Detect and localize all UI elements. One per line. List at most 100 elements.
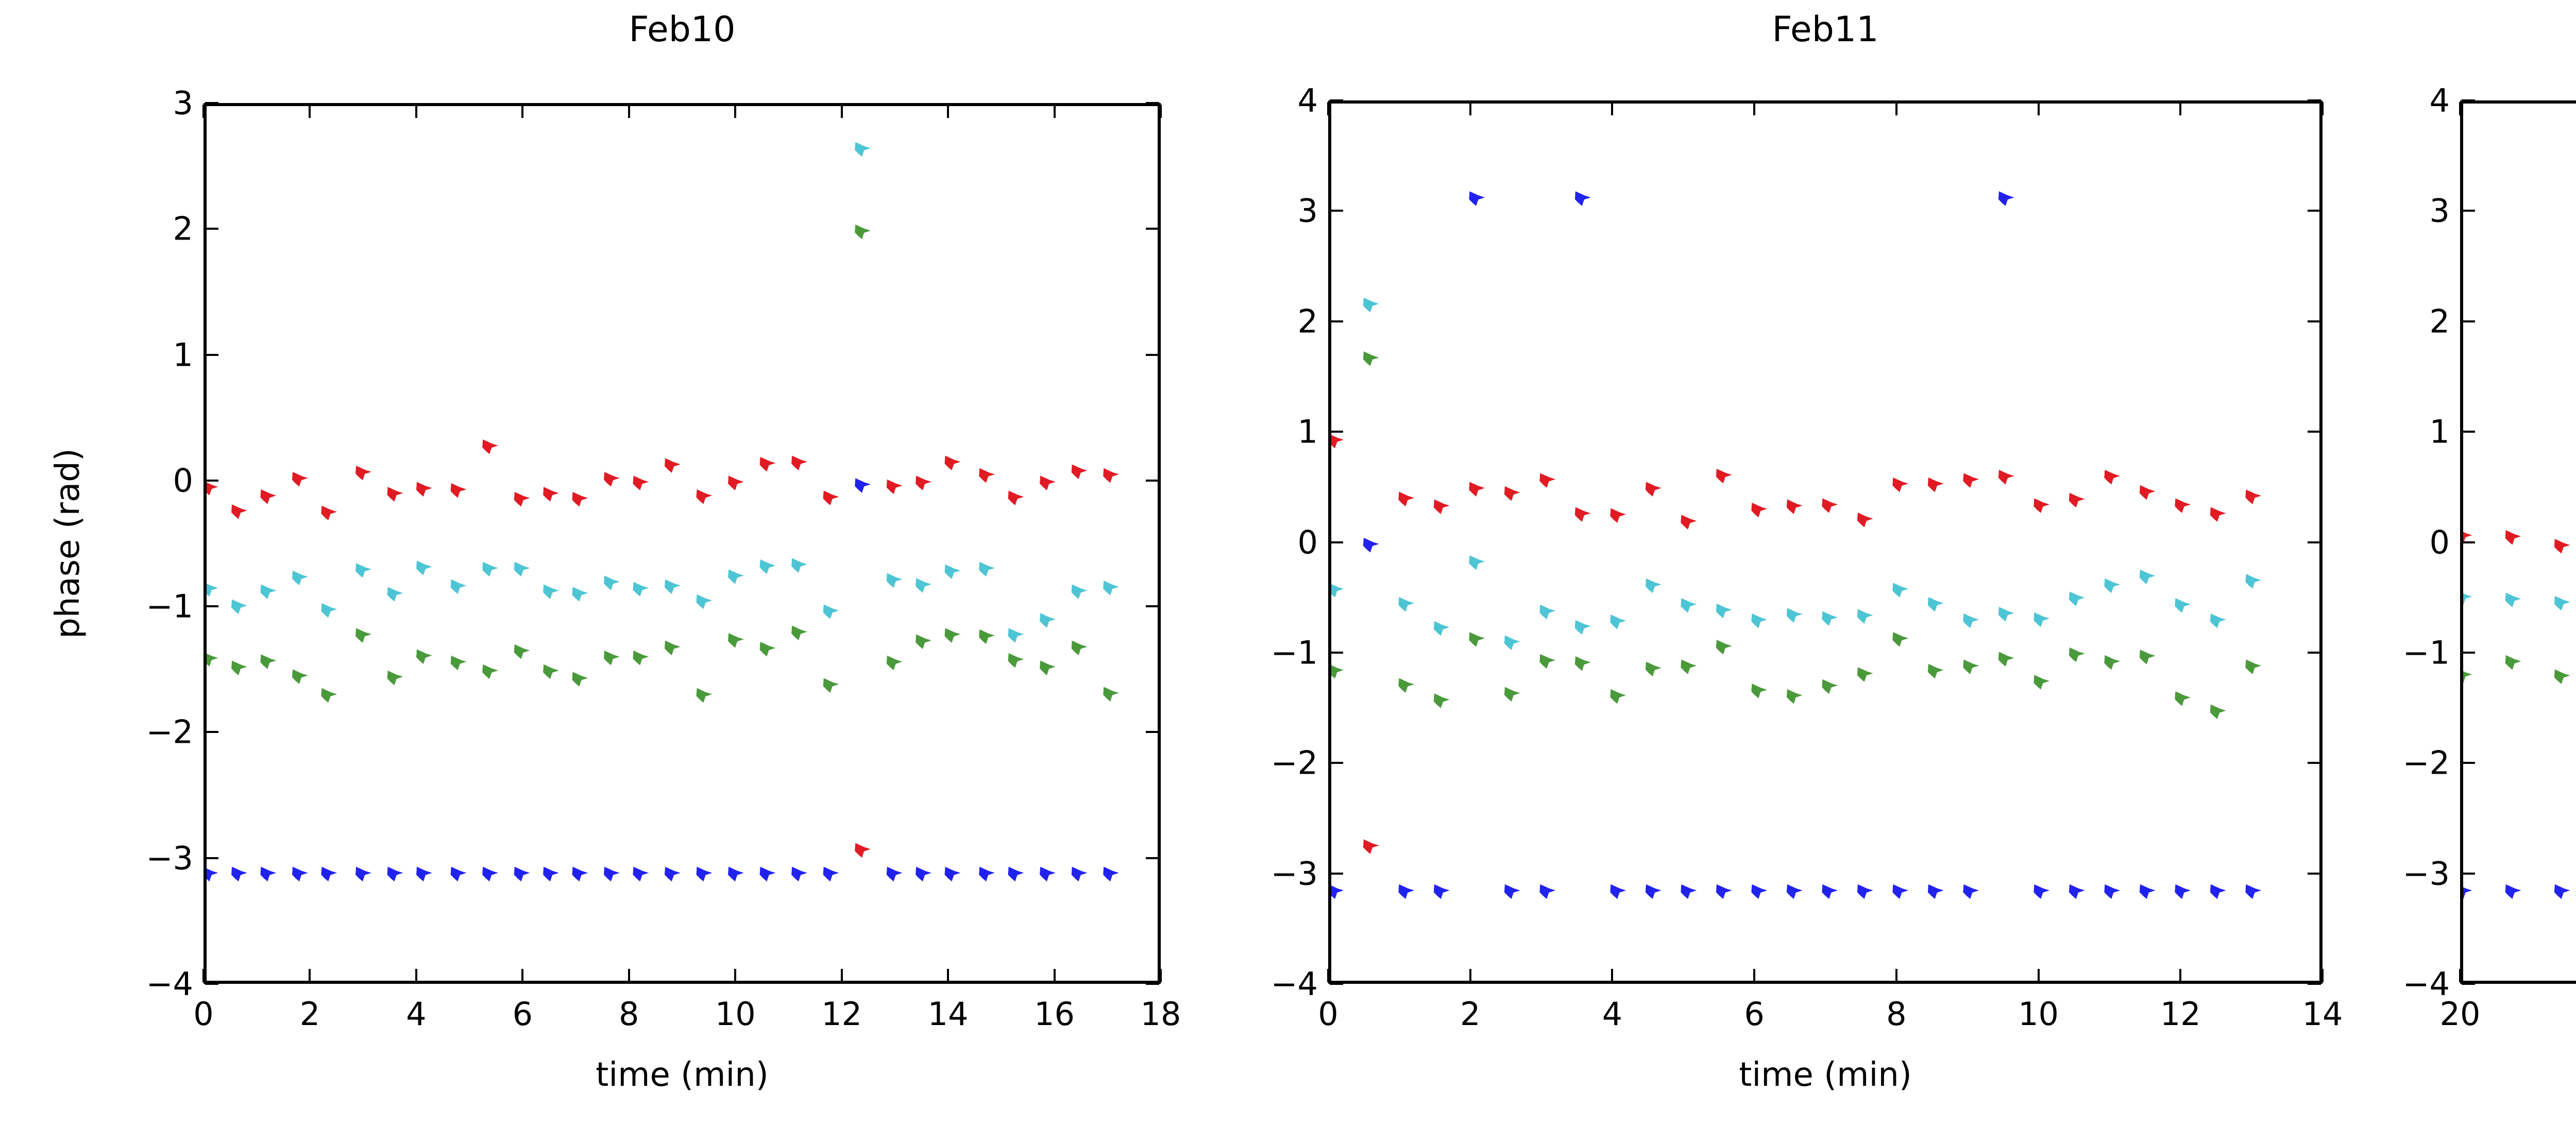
x-axis-tick-label: 14: [927, 995, 969, 1033]
data-point: [759, 559, 776, 574]
data-point: [1751, 613, 1768, 628]
data-point: [355, 628, 371, 643]
x-axis-tick-label: 6: [1744, 995, 1765, 1033]
y-axis-tick-right: [2308, 651, 2321, 654]
data-point: [604, 866, 620, 882]
series-cyan: [2463, 592, 2570, 611]
y-axis-tick-right: [2308, 762, 2321, 764]
series-blue: [1331, 191, 2262, 899]
data-point: [1504, 486, 1520, 501]
data-point: [2104, 470, 2121, 485]
data-point: [1927, 663, 1944, 679]
data-point: [514, 644, 530, 659]
data-point: [1008, 628, 1024, 643]
data-point: [1040, 866, 1056, 882]
plot-area: [204, 103, 1161, 984]
y-axis-tick-right: [1146, 983, 1159, 985]
data-point: [1857, 667, 1873, 682]
y-axis-tick: [2462, 99, 2475, 101]
y-axis-tick: [1330, 651, 1343, 654]
x-axis-tick-label: 12: [821, 995, 862, 1033]
data-point: [823, 604, 839, 619]
data-point: [1822, 884, 1838, 899]
data-point: [979, 561, 995, 577]
data-point: [886, 573, 903, 588]
data-point: [604, 575, 620, 590]
data-point: [2554, 884, 2570, 899]
x-axis-tick-top: [840, 105, 843, 118]
data-point: [823, 678, 839, 693]
y-axis-tick: [2462, 210, 2475, 212]
data-point: [2033, 612, 2050, 627]
data-point: [1681, 598, 1697, 613]
data-point: [2463, 887, 2472, 899]
data-point: [696, 489, 713, 504]
y-axis-tick-right: [2308, 320, 2321, 322]
data-point: [855, 224, 871, 240]
data-point: [604, 651, 620, 666]
data-point: [886, 866, 903, 882]
data-point: [791, 558, 807, 573]
data-point: [1433, 621, 1450, 636]
data-point: [1786, 608, 1803, 623]
data-point: [1610, 689, 1626, 704]
x-axis-tick: [947, 969, 950, 982]
y-axis-tick-label: −4: [1270, 965, 1318, 1003]
data-point: [665, 458, 681, 473]
x-axis-tick-label: 14: [2302, 995, 2343, 1033]
data-point: [728, 475, 744, 490]
y-axis-tick-label: −1: [2402, 634, 2450, 672]
data-point: [759, 866, 776, 882]
data-point: [1103, 468, 1119, 483]
data-point: [2069, 884, 2085, 899]
data-point: [2554, 669, 2570, 685]
x-axis-tick-top: [947, 105, 950, 118]
x-axis-tick: [1895, 969, 1897, 982]
data-point: [791, 625, 807, 641]
series-blue: [2463, 884, 2570, 899]
y-axis-tick-label: 1: [2429, 413, 2450, 451]
data-point: [1331, 584, 1344, 598]
data-point: [1103, 687, 1119, 702]
data-point: [387, 487, 403, 502]
series-green: [207, 224, 1119, 703]
x-axis-tick-top: [521, 105, 524, 118]
data-point: [633, 582, 649, 597]
data-point: [886, 479, 903, 494]
y-axis-tick: [1330, 983, 1343, 985]
x-axis-tick: [734, 969, 737, 982]
x-axis-tick-label: 10: [715, 995, 756, 1033]
series-red: [207, 439, 1119, 858]
data-point: [2210, 613, 2226, 628]
x-axis-tick: [521, 969, 524, 982]
data-point: [1681, 884, 1697, 899]
data-point: [572, 672, 588, 687]
x-axis-tick-label: 4: [406, 995, 427, 1033]
data-point: [450, 483, 467, 498]
x-axis-tick-top: [2179, 102, 2182, 115]
data-point: [231, 866, 247, 882]
data-point: [1363, 839, 1379, 854]
data-point: [1363, 538, 1379, 553]
data-point: [416, 649, 432, 664]
data-point: [728, 633, 744, 648]
data-point: [231, 504, 247, 519]
data-point: [1998, 607, 2014, 622]
data-point: [207, 653, 218, 667]
data-point: [823, 490, 839, 506]
data-point: [292, 669, 308, 684]
data-point: [1331, 435, 1344, 449]
y-axis-tick: [2462, 541, 2475, 543]
data-point: [260, 489, 277, 504]
data-point: [633, 651, 649, 666]
x-axis-tick: [2037, 969, 2040, 982]
data-point: [1716, 468, 1732, 484]
data-point: [450, 655, 467, 671]
data-point: [207, 482, 218, 496]
data-point: [1433, 499, 1450, 515]
data-point: [728, 866, 744, 882]
x-axis-tick: [2459, 969, 2461, 982]
data-point: [2245, 884, 2262, 899]
data-point: [979, 468, 995, 483]
